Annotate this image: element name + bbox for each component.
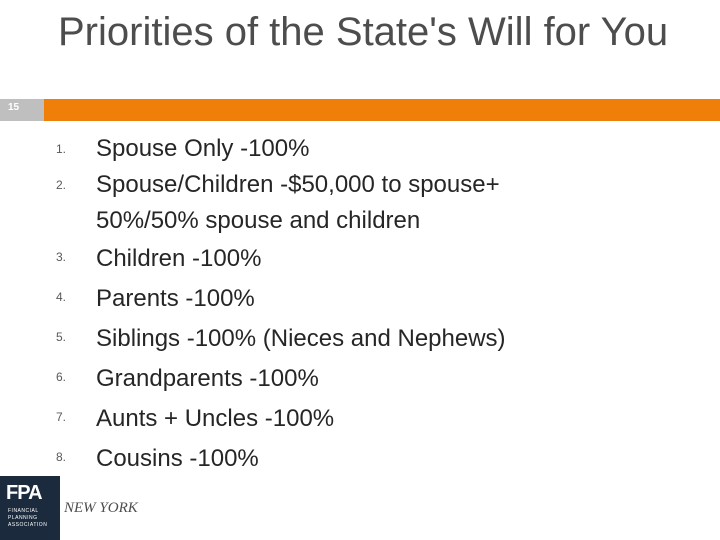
list-text: Spouse Only -100%	[96, 131, 309, 167]
list-item: 8. Cousins -100%	[56, 439, 696, 479]
list-item: 4. Parents -100%	[56, 279, 696, 319]
list-number: 8.	[56, 450, 67, 464]
list-line: 50%/50% spouse and children	[96, 207, 421, 234]
list-item: 6. Grandparents -100%	[56, 359, 696, 399]
list-text: Spouse/Children -$50,000 to spouse+ 50%/…	[96, 167, 500, 239]
list-text: Siblings -100% (Nieces and Nephews)	[96, 319, 506, 359]
list-text: Children -100%	[96, 239, 261, 279]
fpa-logo-subtext: FINANCIAL PLANNING ASSOCIATION	[8, 508, 48, 528]
list-item: 7. Aunts + Uncles -100%	[56, 399, 696, 439]
list-line: Siblings -100% (Nieces and Nephews)	[96, 325, 506, 352]
list-line: Cousins -100%	[96, 445, 259, 472]
list-line: Grandparents -100%	[96, 365, 319, 392]
list-item: 5. Siblings -100% (Nieces and Nephews)	[56, 319, 696, 359]
slide-title: Priorities of the State's Will for You	[58, 10, 669, 54]
list-item: 2. Spouse/Children -$50,000 to spouse+ 5…	[56, 167, 696, 239]
list-number: 2.	[56, 178, 67, 192]
list-line: Parents -100%	[96, 285, 255, 312]
list-line: Aunts + Uncles -100%	[96, 405, 335, 432]
title-accent-bar	[44, 99, 720, 121]
fpa-logo: FPA FINANCIAL PLANNING ASSOCIATION	[0, 476, 60, 540]
list-text: Grandparents -100%	[96, 359, 319, 399]
slide-number-box: 15	[0, 99, 44, 121]
list-number: 4.	[56, 290, 67, 304]
list-item: 1. Spouse Only -100%	[56, 131, 696, 167]
list-item: 3. Children -100%	[56, 239, 696, 279]
list-text: Cousins -100%	[96, 439, 259, 479]
list-line: Spouse/Children -$50,000 to spouse+	[96, 171, 500, 198]
list-number: 5.	[56, 330, 67, 344]
list-text: Aunts + Uncles -100%	[96, 399, 334, 439]
list-line: Children -100%	[96, 245, 262, 272]
list-number: 3.	[56, 250, 67, 264]
chapter-name: NEW YORK	[64, 500, 138, 516]
list-number: 1.	[56, 142, 67, 156]
fpa-logo-mark: FPA	[6, 482, 43, 504]
slide-number: 15	[8, 102, 20, 113]
list-text: Parents -100%	[96, 279, 255, 319]
list-line: Spouse Only -100%	[96, 135, 310, 162]
list-number: 7.	[56, 410, 67, 424]
priorities-list: 1. Spouse Only -100% 2. Spouse/Children …	[56, 131, 696, 479]
list-number: 6.	[56, 370, 67, 384]
